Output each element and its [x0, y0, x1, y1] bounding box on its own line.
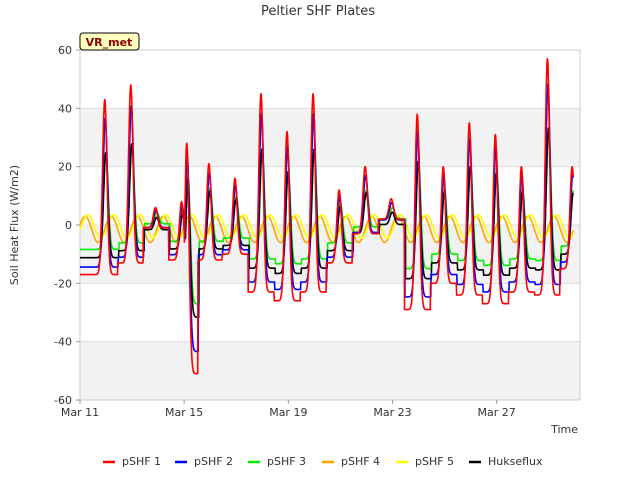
y-tick-label: 40: [58, 102, 72, 115]
series-line: [79, 215, 574, 244]
legend-label: pSHF 2: [194, 455, 233, 468]
site-badge-label: VR_met: [86, 36, 133, 49]
y-tick-label: 20: [58, 161, 72, 174]
x-tick-label: Mar 11: [61, 406, 99, 419]
site-badge: VR_met: [79, 32, 140, 51]
y-axis-label: Soil Heat Flux (W/m2): [8, 165, 21, 285]
plot-band: [80, 108, 580, 167]
y-tick-label: 0: [65, 219, 72, 232]
plot-bands: [80, 108, 580, 400]
legend-label: pSHF 1: [122, 455, 161, 468]
legend-label: Hukseflux: [488, 455, 543, 468]
plot-band: [80, 341, 580, 400]
y-axis-ticks: -60 -40 -20 0 20 40 60: [54, 44, 80, 407]
x-tick-label: Mar 19: [269, 406, 307, 419]
chart-title: Peltier SHF Plates: [261, 4, 375, 19]
site-badge-box: [79, 32, 140, 51]
series-line: [79, 58, 574, 375]
legend: pSHF 1 pSHF 2 pSHF 3 pSHF 4 pSHF 5 Hukseflux: [103, 455, 543, 468]
y-tick-label: -40: [54, 336, 72, 349]
series-line: [79, 214, 574, 239]
legend-label: pSHF 3: [267, 455, 306, 468]
legend-label: pSHF 4: [341, 455, 380, 468]
y-tick-label: -60: [54, 394, 72, 407]
y-tick-label: 60: [58, 44, 72, 57]
series-lines: [79, 58, 574, 375]
plot-band: [80, 225, 580, 284]
x-tick-label: Mar 15: [165, 406, 203, 419]
y-tick-label: -20: [54, 277, 72, 290]
x-tick-label: Mar 23: [373, 406, 411, 419]
x-axis-ticks: Mar 11 Mar 15 Mar 19 Mar 23 Mar 27: [61, 400, 516, 419]
x-axis-label: Time: [550, 423, 578, 436]
legend-label: pSHF 5: [415, 455, 454, 468]
x-tick-label: Mar 27: [478, 406, 516, 419]
